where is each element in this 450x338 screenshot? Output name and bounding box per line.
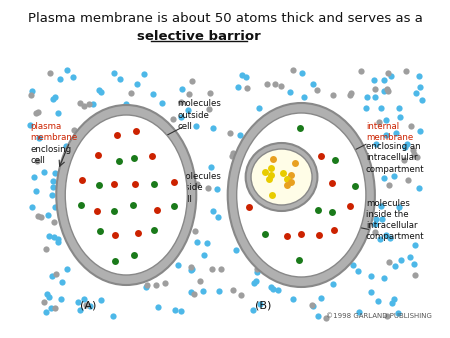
Ellipse shape	[65, 115, 187, 275]
Text: .: .	[248, 29, 252, 43]
Text: ©1998 GARLAND PUBLISHING: ©1998 GARLAND PUBLISHING	[326, 313, 432, 319]
Text: molecules
inside the
intracellular
compartment: molecules inside the intracellular compa…	[366, 199, 424, 241]
Ellipse shape	[228, 103, 375, 287]
Text: Plasma membrane is about 50 atoms thick and serves as a: Plasma membrane is about 50 atoms thick …	[27, 11, 423, 24]
Text: internal
membrane: internal membrane	[366, 122, 413, 142]
Ellipse shape	[251, 149, 312, 205]
Text: molecules
outside
cell: molecules outside cell	[177, 99, 221, 130]
Text: enclosing an
intracellular
compartment: enclosing an intracellular compartment	[366, 142, 424, 174]
Text: (B): (B)	[255, 300, 271, 310]
Text: molecules
inside
cell: molecules inside cell	[177, 172, 221, 203]
Ellipse shape	[56, 105, 196, 285]
Text: (A): (A)	[80, 300, 96, 310]
Ellipse shape	[237, 113, 366, 277]
Text: selective barrior: selective barrior	[137, 29, 261, 43]
Ellipse shape	[246, 143, 317, 211]
Text: plasma
membrane: plasma membrane	[30, 122, 77, 142]
Text: enclosing
cell: enclosing cell	[30, 145, 72, 165]
